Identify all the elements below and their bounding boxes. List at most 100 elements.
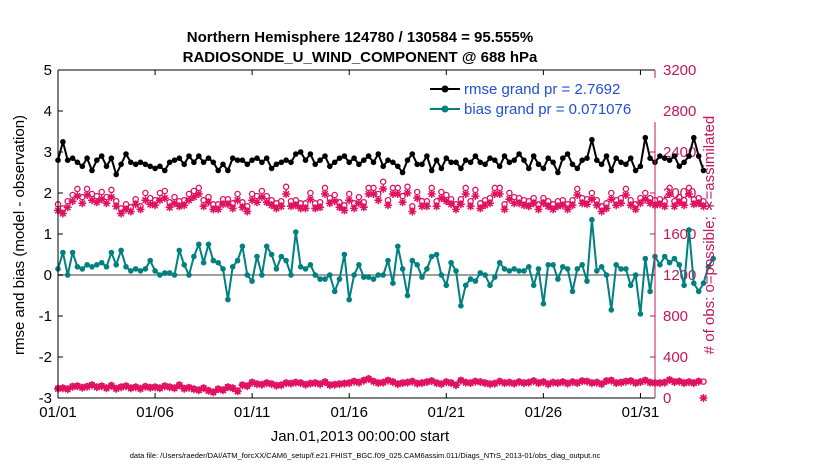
- obs-assimilated-marker: [204, 198, 213, 207]
- obs-assimilated-marker: [316, 380, 325, 389]
- obs-assimilated-marker: [495, 190, 504, 198]
- obs-assimilated-marker: [646, 378, 655, 387]
- obs-assimilated-marker: [136, 384, 145, 393]
- bias-point: [157, 272, 163, 278]
- obs-assimilated-marker: [277, 202, 286, 211]
- rmse-point: [540, 165, 547, 172]
- obs-assimilated-marker: [160, 194, 169, 203]
- obs-assimilated-marker: [578, 377, 587, 386]
- obs-assimilated-marker: [437, 194, 446, 203]
- obs-assimilated-marker: [88, 196, 96, 205]
- obs-assimilated-marker: [655, 379, 664, 388]
- obs-assimilated-marker: [364, 375, 373, 383]
- rmse-point: [268, 165, 275, 172]
- x-tick-label: 01/11: [234, 404, 270, 421]
- bias-point: [545, 262, 551, 268]
- obs-assimilated-marker: [490, 379, 499, 388]
- rmse-point: [244, 161, 251, 168]
- obs-assimilated-marker: [175, 381, 184, 390]
- bias-point: [550, 262, 556, 268]
- y-left-tick-label: 1: [44, 226, 52, 243]
- bias-point: [191, 253, 197, 260]
- rmse-point: [147, 163, 153, 170]
- obs-assimilated-marker: [369, 190, 378, 198]
- obs-assimilated-marker: [354, 199, 363, 208]
- obs-assimilated-marker: [325, 199, 334, 208]
- rmse-point: [482, 161, 488, 168]
- obs-assimilated-marker: [180, 201, 189, 210]
- obs-assimilated-marker: [413, 194, 422, 203]
- bias-point: [89, 264, 95, 270]
- rmse-point: [113, 171, 119, 178]
- bias-point: [496, 259, 503, 266]
- obs-assimilated-marker: [107, 193, 116, 202]
- rmse-point: [433, 157, 440, 163]
- obs-assimilated-marker: [219, 386, 227, 395]
- rmse-point: [229, 155, 236, 161]
- rmse-point: [273, 161, 280, 168]
- rmse-point: [69, 155, 76, 161]
- bias-point: [428, 253, 435, 260]
- obs-assimilated-marker: [68, 382, 77, 391]
- obs-assimilated-marker: [481, 201, 490, 210]
- obs-assimilated-marker: [670, 378, 679, 387]
- obs-assimilated-marker: [199, 384, 208, 393]
- obs-assimilated-marker: [107, 381, 116, 390]
- bias-point: [370, 276, 377, 282]
- rmse-point: [98, 153, 105, 159]
- bias-point: [395, 243, 401, 250]
- obs-assimilated-marker: [233, 387, 242, 396]
- bias-point: [94, 262, 100, 268]
- rmse-point: [152, 165, 158, 172]
- rmse-point: [176, 155, 183, 161]
- obs-assimilated-marker: [267, 380, 276, 389]
- bias-point: [234, 257, 241, 264]
- bias-point: [229, 264, 236, 270]
- bias-point: [462, 282, 469, 289]
- obs-assimilated-marker: [466, 379, 475, 388]
- rmse-point: [671, 153, 678, 159]
- obs-possible-marker: [108, 186, 115, 194]
- obs-assimilated-marker: [699, 202, 708, 211]
- obs-assimilated-marker: [699, 394, 708, 402]
- obs-assimilated-marker: [223, 200, 232, 209]
- bias-point: [594, 268, 600, 274]
- obs-assimilated-marker: [379, 184, 388, 193]
- rmse-point: [472, 153, 479, 159]
- rmse-point: [186, 153, 192, 159]
- rmse-point: [166, 159, 173, 166]
- obs-assimilated-marker: [243, 207, 252, 216]
- rmse-point: [79, 163, 86, 170]
- obs-assimilated-marker: [209, 205, 218, 214]
- obs-assimilated-marker: [432, 202, 441, 211]
- rmse-point: [681, 159, 687, 166]
- obs-assimilated-marker: [384, 376, 392, 385]
- bias-point: [171, 272, 178, 278]
- obs-assimilated-marker: [350, 204, 359, 213]
- obs-assimilated-marker: [631, 379, 640, 388]
- rmse-point: [341, 153, 348, 159]
- rmse-point: [458, 165, 464, 172]
- bias-point: [511, 266, 517, 272]
- obs-assimilated-marker: [675, 377, 684, 386]
- bias-point: [705, 264, 712, 270]
- obs-assimilated-marker: [233, 196, 242, 205]
- obs-assimilated-marker: [612, 201, 621, 210]
- rmse-point: [205, 155, 212, 161]
- bias-point: [263, 243, 270, 250]
- obs-assimilated-marker: [456, 376, 465, 385]
- bias-point: [627, 282, 634, 289]
- obs-assimilated-marker: [665, 376, 674, 385]
- obs-assimilated-marker: [573, 379, 582, 388]
- obs-assimilated-marker: [689, 379, 698, 388]
- rmse-point: [564, 151, 571, 157]
- obs-possible-marker: [161, 187, 169, 195]
- obs-assimilated-marker: [597, 380, 606, 389]
- obs-assimilated-marker: [495, 377, 504, 386]
- obs-assimilated-marker: [636, 199, 645, 208]
- obs-assimilated-marker: [388, 378, 397, 387]
- rmse-point: [623, 161, 629, 168]
- obs-assimilated-marker: [680, 201, 689, 210]
- bias-point: [637, 311, 644, 317]
- obs-assimilated-marker: [88, 381, 96, 390]
